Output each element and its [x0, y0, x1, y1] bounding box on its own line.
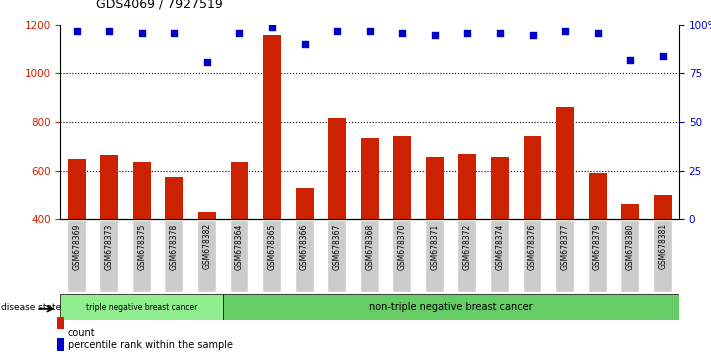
Point: [397, 30, 408, 35]
Bar: [393, 136, 411, 317]
Bar: [60, 294, 223, 320]
Text: GSM678370: GSM678370: [397, 223, 407, 270]
Text: triple negative breast cancer: triple negative breast cancer: [86, 303, 198, 312]
Text: GSM678378: GSM678378: [170, 223, 179, 270]
Bar: [230, 221, 248, 292]
Bar: [57, 338, 64, 350]
Text: GSM678376: GSM678376: [528, 223, 537, 270]
Bar: [589, 221, 606, 292]
Text: GSM678373: GSM678373: [105, 223, 114, 270]
Bar: [523, 221, 542, 292]
Bar: [198, 212, 216, 317]
Bar: [223, 294, 679, 320]
Text: GSM678379: GSM678379: [593, 223, 602, 270]
Bar: [296, 221, 314, 292]
Point: [657, 53, 668, 59]
Bar: [100, 155, 118, 317]
Bar: [459, 221, 476, 292]
Text: GSM678375: GSM678375: [137, 223, 146, 270]
Bar: [459, 154, 476, 317]
Bar: [328, 221, 346, 292]
Bar: [556, 107, 574, 317]
Text: disease state: disease state: [1, 303, 61, 312]
Point: [560, 28, 571, 33]
Bar: [621, 204, 639, 317]
Text: GSM678372: GSM678372: [463, 223, 472, 270]
Bar: [230, 161, 248, 317]
Text: GSM678364: GSM678364: [235, 223, 244, 270]
Point: [71, 28, 82, 33]
Text: count: count: [68, 328, 95, 338]
Bar: [133, 162, 151, 317]
Text: GSM678367: GSM678367: [333, 223, 342, 270]
Bar: [198, 221, 216, 292]
Bar: [166, 177, 183, 317]
Bar: [263, 221, 281, 292]
Bar: [100, 221, 118, 292]
Bar: [654, 195, 672, 317]
Point: [169, 30, 180, 35]
Bar: [393, 221, 411, 292]
Bar: [57, 316, 64, 329]
Point: [299, 41, 310, 47]
Bar: [166, 221, 183, 292]
Bar: [360, 221, 379, 292]
Bar: [491, 221, 509, 292]
Bar: [263, 34, 281, 317]
Text: GSM678371: GSM678371: [430, 223, 439, 270]
Text: GSM678365: GSM678365: [267, 223, 277, 270]
Point: [461, 30, 473, 35]
Point: [267, 24, 278, 29]
Point: [104, 28, 115, 33]
Bar: [491, 157, 509, 317]
Bar: [556, 221, 574, 292]
Bar: [589, 173, 606, 317]
Point: [364, 28, 375, 33]
Text: percentile rank within the sample: percentile rank within the sample: [68, 340, 232, 350]
Point: [429, 32, 441, 37]
Point: [527, 32, 538, 37]
Text: GSM678374: GSM678374: [496, 223, 504, 270]
Bar: [133, 221, 151, 292]
Point: [136, 30, 147, 35]
Bar: [426, 158, 444, 317]
Bar: [523, 136, 542, 317]
Bar: [296, 188, 314, 317]
Bar: [621, 221, 639, 292]
Bar: [426, 221, 444, 292]
Bar: [360, 138, 379, 317]
Text: non-triple negative breast cancer: non-triple negative breast cancer: [369, 302, 533, 312]
Text: GSM678368: GSM678368: [365, 223, 374, 270]
Text: GSM678366: GSM678366: [300, 223, 309, 270]
Point: [494, 30, 506, 35]
Point: [234, 30, 245, 35]
Point: [624, 57, 636, 63]
Bar: [68, 221, 85, 292]
Text: GSM678377: GSM678377: [560, 223, 570, 270]
Bar: [68, 159, 85, 317]
Bar: [328, 119, 346, 317]
Point: [201, 59, 213, 64]
Point: [592, 30, 604, 35]
Point: [331, 28, 343, 33]
Text: GSM678380: GSM678380: [626, 223, 635, 270]
Text: GSM678382: GSM678382: [203, 223, 211, 269]
Text: GSM678381: GSM678381: [658, 223, 667, 269]
Text: GDS4069 / 7927519: GDS4069 / 7927519: [96, 0, 223, 11]
Bar: [654, 221, 672, 292]
Text: GSM678369: GSM678369: [73, 223, 81, 270]
